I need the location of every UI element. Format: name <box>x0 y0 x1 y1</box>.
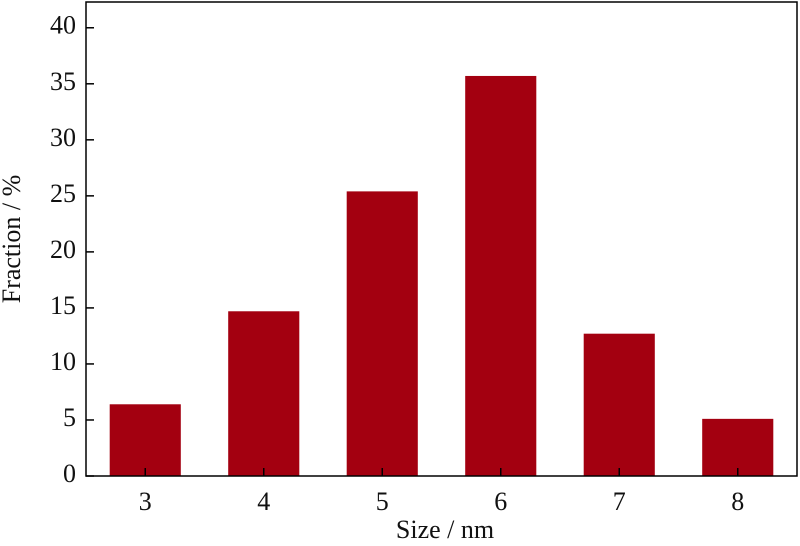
y-tick-label: 5 <box>63 403 76 432</box>
y-tick-label: 25 <box>50 179 76 208</box>
x-tick-label: 6 <box>494 487 507 516</box>
y-tick-label: 30 <box>50 123 76 152</box>
y-tick-label: 40 <box>50 11 76 40</box>
y-tick-label: 10 <box>50 347 76 376</box>
y-tick-label: 20 <box>50 235 76 264</box>
plot-frame <box>85 1 798 477</box>
bar <box>583 333 655 476</box>
x-axis-label: Size / nm <box>396 515 494 544</box>
bar <box>228 311 300 476</box>
x-tick-label: 8 <box>731 487 744 516</box>
y-tick-label: 0 <box>63 459 76 488</box>
bar <box>346 191 418 476</box>
y-tick-label: 15 <box>50 291 76 320</box>
x-tick-label: 7 <box>613 487 626 516</box>
x-tick-label: 3 <box>139 487 152 516</box>
bar <box>465 75 537 476</box>
y-axis-label: Fraction / % <box>0 175 26 304</box>
x-tick-label: 4 <box>257 487 270 516</box>
x-tick-label: 5 <box>376 487 389 516</box>
y-tick-label: 35 <box>50 67 76 96</box>
bar <box>702 418 774 476</box>
bar <box>109 404 181 476</box>
